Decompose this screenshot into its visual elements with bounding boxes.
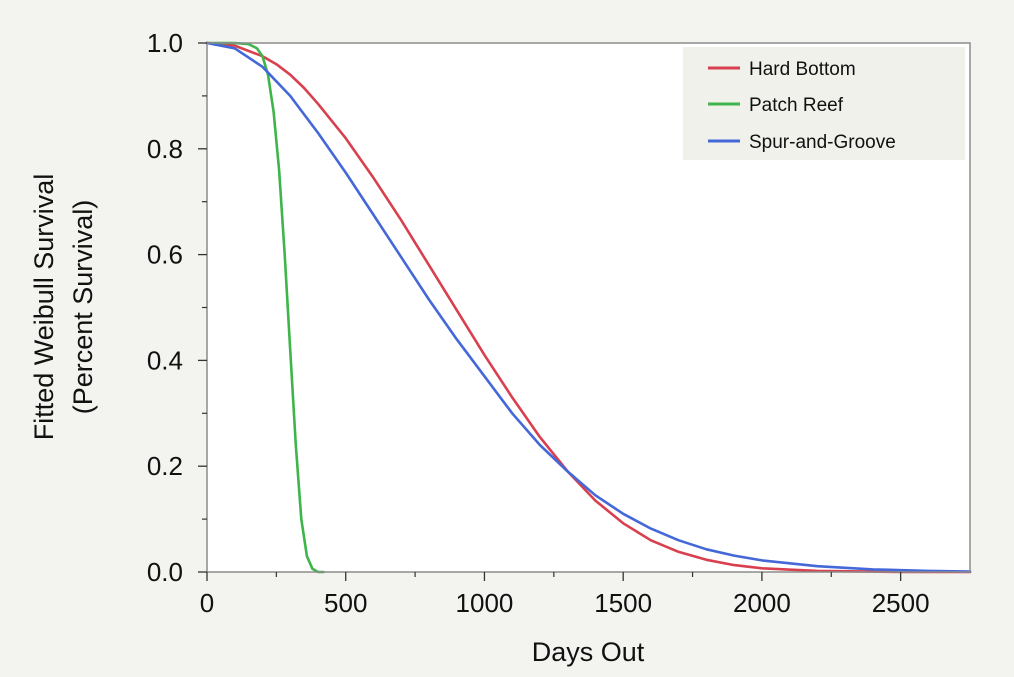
y-tick-label: 0.2 xyxy=(147,451,183,481)
x-tick-label: 500 xyxy=(324,588,367,618)
series-line-patch-reef xyxy=(205,41,325,574)
y-tick-label: 0.4 xyxy=(147,345,183,375)
x-tick-label: 1000 xyxy=(456,588,514,618)
legend: Hard Bottom Patch Reef Spur-and-Groove xyxy=(683,47,965,160)
x-tick-label: 2000 xyxy=(733,588,791,618)
y-axis-title-line-2: (Percent Survival) xyxy=(68,200,98,415)
series-line-hard-bottom xyxy=(205,41,972,574)
series-line-spur-and-groove xyxy=(205,41,972,573)
ticks-layer: 0 500 1000 1500 2000 2500 0.0 0.2 0.4 0.6 0.8 1.0 xyxy=(147,28,930,618)
legend-label-patch-reef: Patch Reef xyxy=(749,95,844,116)
y-tick-label: 1.0 xyxy=(147,28,183,58)
legend-label-spur-and-groove: Spur-and-Groove xyxy=(749,132,896,153)
y-axis-title-line-1: Fitted Weibull Survival xyxy=(29,174,59,441)
x-tick-label: 1500 xyxy=(594,588,652,618)
x-tick-label: 2500 xyxy=(872,588,930,618)
x-tick-label: 0 xyxy=(200,588,214,618)
y-tick-label: 0.6 xyxy=(147,240,183,270)
y-tick-label: 0.8 xyxy=(147,134,183,164)
x-axis-title: Days Out xyxy=(532,637,645,667)
y-tick-label: 0.0 xyxy=(147,557,183,587)
series-layer xyxy=(205,41,972,574)
legend-label-hard-bottom: Hard Bottom xyxy=(749,59,856,80)
